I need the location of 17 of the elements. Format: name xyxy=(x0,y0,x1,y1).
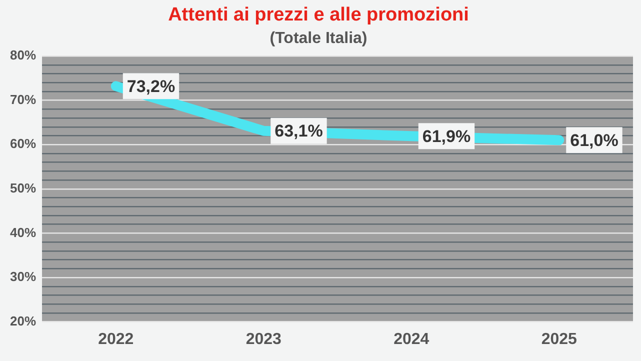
x-tick-label: 2024 xyxy=(394,330,430,348)
data-label: 61,9% xyxy=(422,126,471,146)
x-tick-label: 2025 xyxy=(541,330,578,348)
y-tick-label: 50% xyxy=(10,180,36,196)
y-tick-label: 70% xyxy=(10,92,36,107)
y-tick-label: 80% xyxy=(10,48,36,63)
chart-title: Attenti ai prezzi e alle promozioni xyxy=(168,4,469,26)
y-tick-label: 30% xyxy=(10,269,36,284)
y-tick-label: 60% xyxy=(10,136,36,152)
y-tick-label: 40% xyxy=(10,224,36,240)
y-tick-label: 20% xyxy=(10,313,36,328)
x-tick-label: 2022 xyxy=(98,330,134,348)
data-label: 73,2% xyxy=(126,76,176,96)
chart-subtitle: (Totale Italia) xyxy=(270,30,368,47)
data-label: 63,1% xyxy=(274,122,323,141)
data-label: 61,0% xyxy=(570,130,618,150)
x-tick-label: 2023 xyxy=(246,330,282,348)
